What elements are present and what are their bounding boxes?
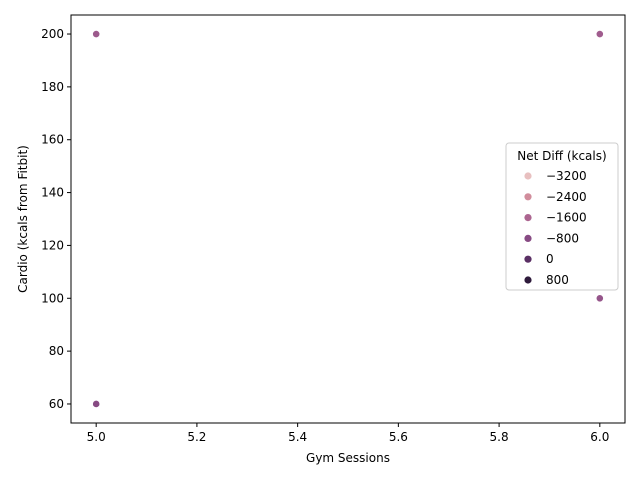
legend-label: 0 [546, 252, 554, 266]
legend-marker [524, 276, 532, 284]
y-tick-label: 100 [41, 291, 64, 305]
x-tick-label: 6.0 [590, 430, 609, 444]
y-axis-label: Cardio (kcals from Fitbit) [16, 145, 30, 293]
y-tick-label: 180 [41, 80, 64, 94]
y-tick-label: 60 [49, 397, 64, 411]
data-point [595, 294, 604, 303]
legend-marker [524, 234, 532, 242]
legend-label: 800 [546, 273, 569, 287]
legend-marker [524, 193, 532, 201]
x-tick-label: 5.0 [87, 430, 106, 444]
legend-marker [524, 255, 532, 263]
data-point [92, 30, 101, 38]
legend-title: Net Diff (kcals) [517, 149, 606, 163]
legend-entries: −3200 −2400 −1600 −800 0 800 [524, 169, 587, 287]
legend-label: −2400 [546, 190, 587, 204]
legend: Net Diff (kcals) −3200 −2400 −1600 −800 0 800 [505, 142, 619, 291]
data-point [595, 30, 604, 38]
legend-marker [524, 214, 532, 222]
x-tick-label: 5.4 [288, 430, 307, 444]
x-tick-label: 5.8 [490, 430, 509, 444]
axis-ticks: 5.0 5.2 5.4 5.6 5.8 6.0 60 80 100 120 140 160 180 200 [41, 27, 609, 444]
x-tick-label: 5.6 [389, 430, 408, 444]
legend-marker [524, 172, 532, 180]
legend-label: −3200 [546, 169, 587, 183]
y-tick-label: 120 [41, 238, 64, 252]
data-points [92, 30, 604, 408]
y-tick-label: 140 [41, 186, 64, 200]
y-tick-label: 160 [41, 133, 64, 147]
legend-box [505, 142, 619, 291]
y-tick-label: 200 [41, 27, 64, 41]
data-point [92, 400, 101, 408]
legend-label: −800 [546, 231, 579, 245]
x-axis-label: Gym Sessions [306, 451, 390, 465]
y-tick-label: 80 [49, 344, 64, 358]
plot-frame [70, 14, 626, 424]
x-tick-label: 5.2 [187, 430, 206, 444]
legend-label: −1600 [546, 211, 587, 225]
